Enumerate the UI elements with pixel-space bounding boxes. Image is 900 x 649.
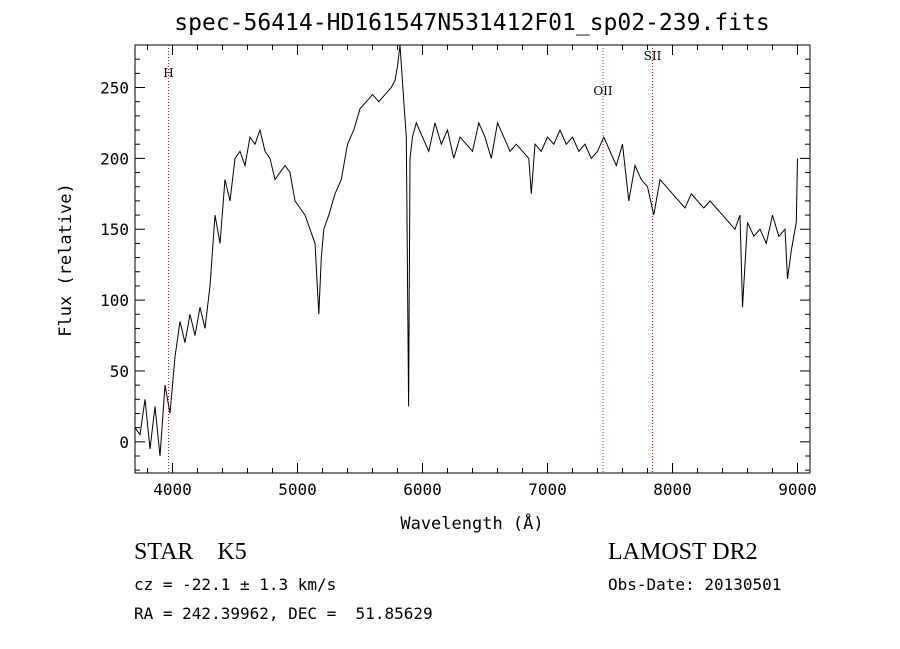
observation-date: Obs-Date: 20130501 <box>608 575 782 594</box>
redshift-velocity: cz = -22.1 ± 1.3 km/s <box>134 575 337 594</box>
y-tick-label: 50 <box>110 362 129 381</box>
y-tick-label: 100 <box>100 291 129 310</box>
x-tick-label: 4000 <box>153 480 192 499</box>
y-axis-label: Flux (relative) <box>56 183 76 337</box>
y-axis: 0 50 100 150 200 250 <box>100 44 810 471</box>
object-class: STAR K5 <box>134 539 247 565</box>
spectral-line-markers: H OII SII <box>163 45 662 473</box>
spectral-line-label: H <box>163 66 173 80</box>
x-axis-label: Wavelength (Å) <box>400 512 543 534</box>
plot-frame <box>134 44 811 474</box>
y-tick-label: 200 <box>100 149 129 168</box>
y-tick-label: 0 <box>119 433 129 452</box>
x-tick-label: 8000 <box>653 480 692 499</box>
spectral-line-label: SII <box>644 49 662 63</box>
chart-title: spec-56414-HD161547N531412F01_sp02-239.f… <box>174 10 769 36</box>
spectrum-line <box>134 44 798 457</box>
x-axis: 4000 5000 6000 7000 8000 9000 <box>147 45 817 499</box>
x-tick-label: 6000 <box>403 480 442 499</box>
x-tick-label: 7000 <box>528 480 567 499</box>
y-tick-label: 250 <box>100 79 129 98</box>
survey-name: LAMOST DR2 <box>608 539 758 565</box>
x-tick-label: 5000 <box>278 480 317 499</box>
x-tick-label: 9000 <box>778 480 817 499</box>
y-tick-label: 150 <box>100 220 129 239</box>
coordinates: RA = 242.39962, DEC = 51.85629 <box>134 604 433 623</box>
spectral-line-label: OII <box>593 84 613 98</box>
